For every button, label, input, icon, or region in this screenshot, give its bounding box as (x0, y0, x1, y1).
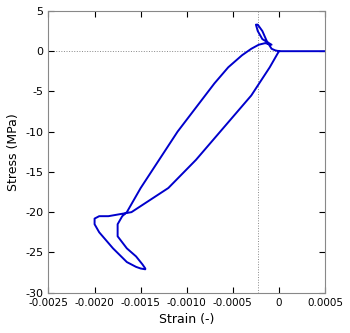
Y-axis label: Stress (MPa): Stress (MPa) (7, 113, 20, 191)
X-axis label: Strain (-): Strain (-) (159, 313, 215, 326)
